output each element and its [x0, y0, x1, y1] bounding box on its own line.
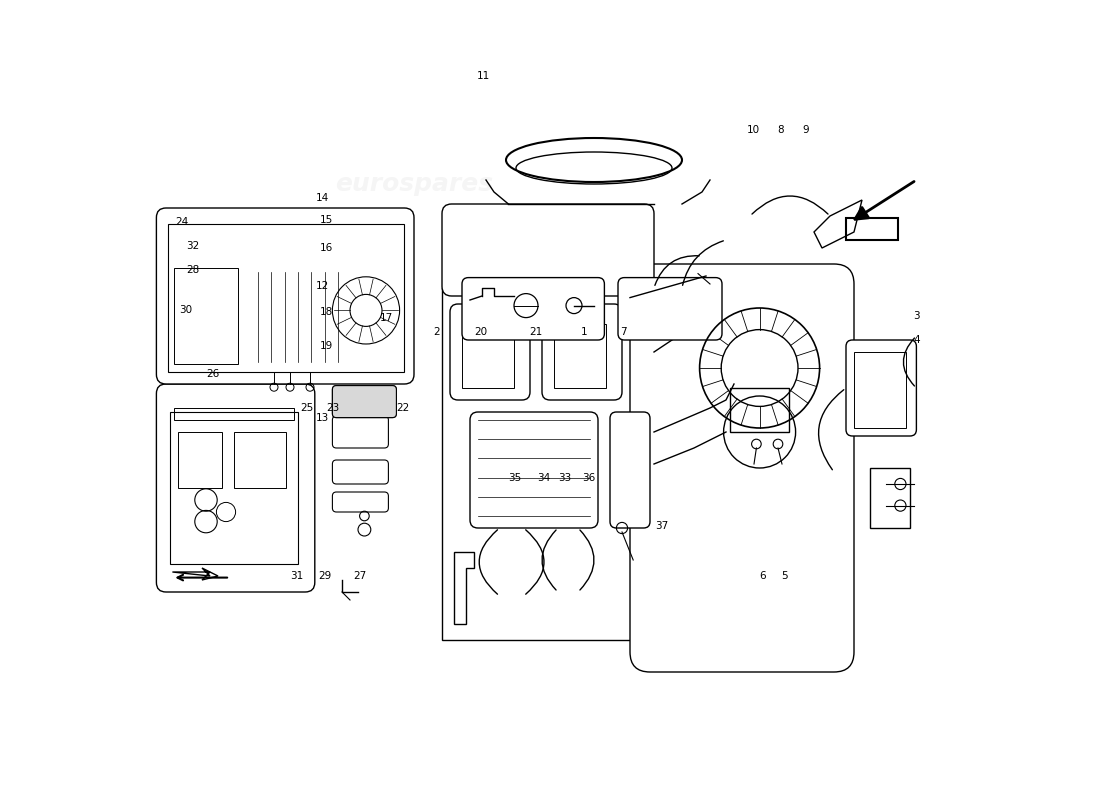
Text: 33: 33 — [558, 474, 571, 483]
Text: 1: 1 — [581, 327, 587, 337]
FancyBboxPatch shape — [610, 412, 650, 528]
Text: 2: 2 — [433, 327, 440, 337]
Text: 11: 11 — [477, 71, 491, 81]
FancyBboxPatch shape — [846, 340, 916, 436]
Bar — [554, 324, 606, 388]
FancyBboxPatch shape — [542, 304, 621, 400]
Bar — [234, 432, 286, 488]
Text: 35: 35 — [508, 474, 521, 483]
Text: 31: 31 — [290, 571, 304, 581]
Text: 19: 19 — [319, 341, 332, 350]
Text: 16: 16 — [319, 243, 332, 253]
Text: 18: 18 — [319, 307, 332, 317]
FancyBboxPatch shape — [462, 278, 604, 340]
FancyBboxPatch shape — [332, 460, 388, 484]
FancyBboxPatch shape — [332, 492, 388, 512]
FancyBboxPatch shape — [156, 384, 315, 592]
Bar — [174, 268, 238, 364]
FancyBboxPatch shape — [450, 304, 530, 400]
Text: 23: 23 — [326, 403, 339, 413]
Text: 26: 26 — [206, 370, 219, 379]
Text: 22: 22 — [396, 403, 409, 413]
Text: 4: 4 — [913, 335, 920, 345]
Text: 15: 15 — [319, 215, 332, 225]
FancyBboxPatch shape — [332, 386, 396, 418]
Text: 29: 29 — [318, 571, 331, 581]
Text: 17: 17 — [381, 314, 394, 323]
Text: 20: 20 — [474, 327, 487, 337]
FancyBboxPatch shape — [332, 416, 388, 448]
Text: 27: 27 — [353, 571, 366, 581]
Text: 3: 3 — [913, 311, 920, 321]
FancyBboxPatch shape — [470, 412, 598, 528]
Text: 34: 34 — [537, 474, 550, 483]
Bar — [462, 324, 514, 388]
Text: 10: 10 — [747, 125, 760, 134]
Text: 25: 25 — [300, 403, 313, 413]
Text: 7: 7 — [620, 327, 627, 337]
FancyBboxPatch shape — [156, 208, 414, 384]
Text: 5: 5 — [781, 571, 788, 581]
Text: 13: 13 — [316, 413, 329, 422]
FancyBboxPatch shape — [618, 278, 722, 340]
Text: 24: 24 — [175, 218, 188, 227]
Text: 12: 12 — [316, 282, 329, 291]
Bar — [178, 432, 222, 488]
Text: eurospares: eurospares — [334, 172, 493, 196]
Bar — [854, 352, 906, 428]
Text: 36: 36 — [582, 474, 595, 483]
Text: 37: 37 — [656, 522, 669, 531]
Bar — [846, 218, 898, 240]
FancyBboxPatch shape — [442, 204, 654, 296]
Bar — [174, 408, 294, 420]
Text: 28: 28 — [187, 266, 200, 275]
Bar — [730, 388, 789, 432]
Text: 6: 6 — [759, 571, 766, 581]
Bar — [170, 412, 298, 564]
Text: 30: 30 — [179, 306, 192, 315]
Bar — [870, 468, 910, 528]
Text: 9: 9 — [803, 125, 810, 134]
Bar — [167, 224, 404, 372]
Text: 32: 32 — [187, 242, 200, 251]
Text: 8: 8 — [777, 125, 783, 134]
FancyBboxPatch shape — [332, 386, 396, 418]
FancyBboxPatch shape — [630, 264, 854, 672]
Text: 21: 21 — [529, 327, 542, 337]
Text: eurospares: eurospares — [631, 484, 789, 508]
Text: 14: 14 — [316, 194, 329, 203]
